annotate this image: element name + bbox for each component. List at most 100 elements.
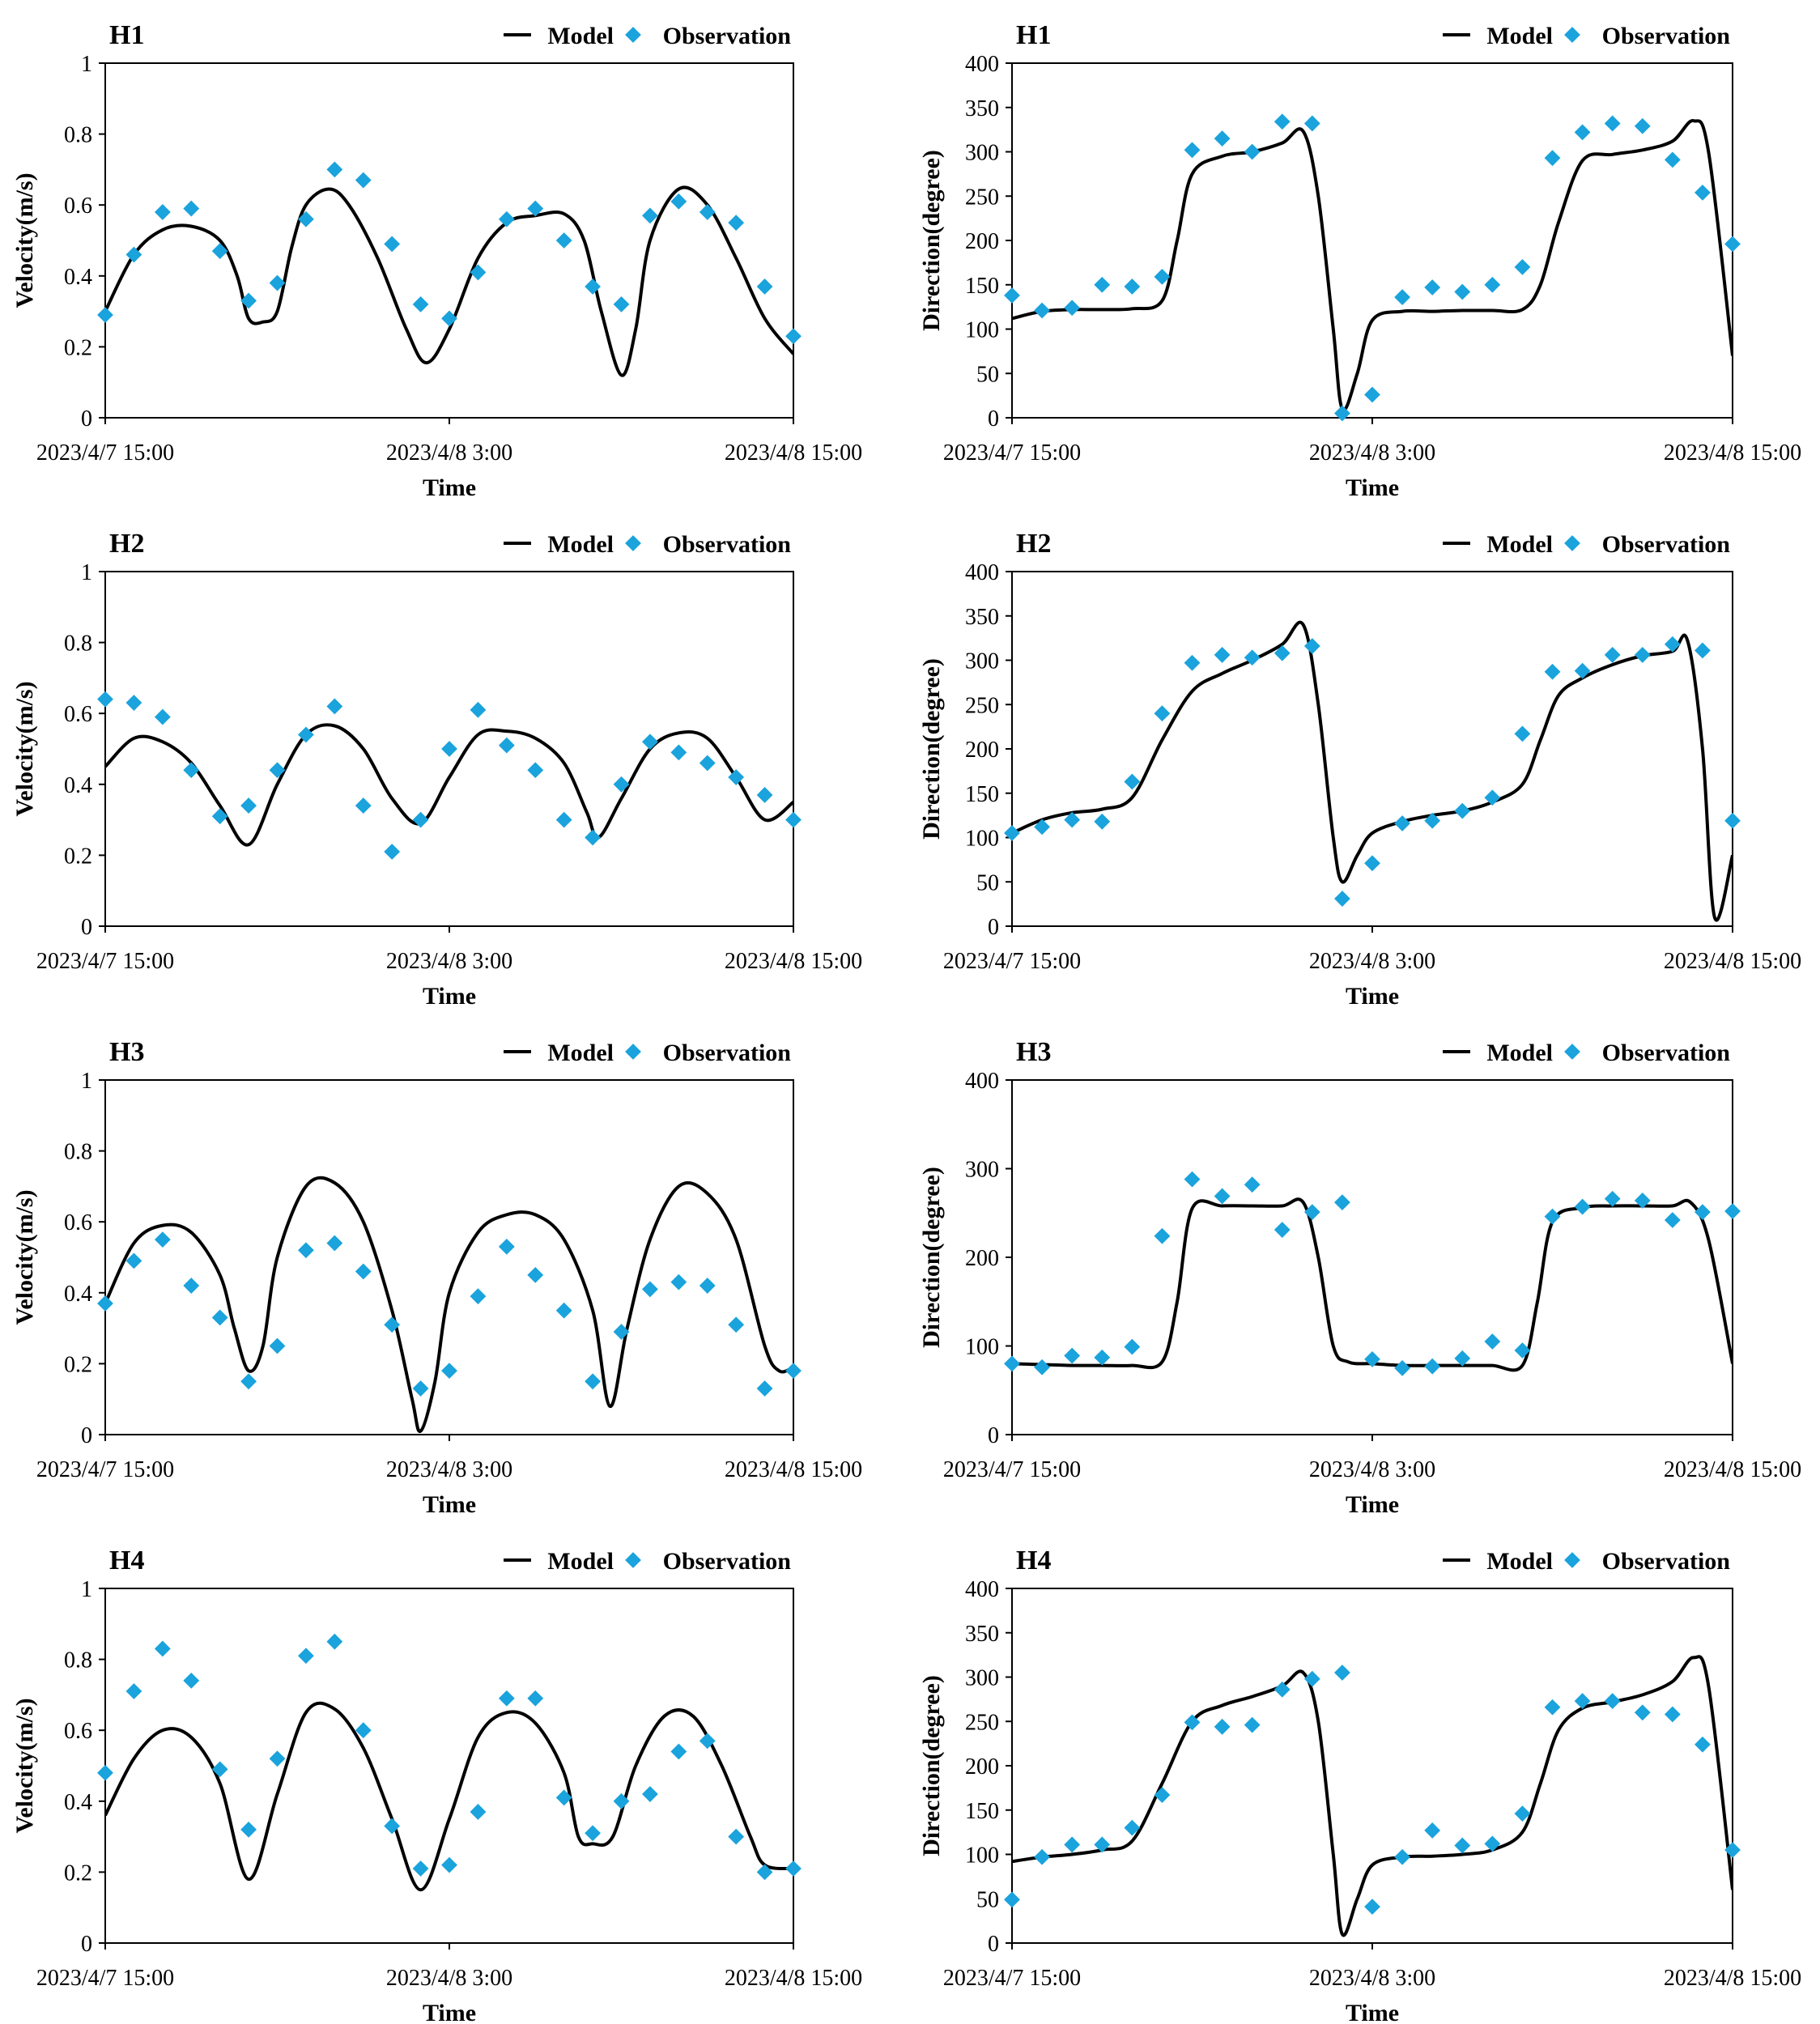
observation-point — [1154, 1227, 1171, 1244]
observation-point — [1514, 258, 1531, 275]
observation-point — [1064, 811, 1081, 828]
observation-point — [1274, 644, 1291, 661]
y-axis-label: Velocity(m/s) — [11, 1189, 38, 1325]
observation-point — [412, 1380, 429, 1397]
observation-point — [326, 698, 343, 715]
y-tick-label: 0 — [988, 406, 999, 432]
observation-point — [97, 1295, 113, 1312]
legend-model-label: Model — [547, 1040, 614, 1066]
observation-point — [1184, 142, 1201, 159]
observation-point — [527, 1267, 544, 1283]
observation-point — [1124, 279, 1141, 295]
observation-point — [699, 755, 716, 772]
observation-point — [1634, 647, 1651, 663]
observation-point — [1124, 1338, 1141, 1355]
y-tick-label: 0.4 — [64, 265, 92, 290]
x-tick-label: 2023/4/8 3:00 — [386, 440, 512, 466]
legend-model-label: Model — [1486, 531, 1553, 558]
x-tick-label: 2023/4/7 15:00 — [943, 1457, 1081, 1482]
observation-point — [355, 172, 372, 189]
observation-point — [1364, 1899, 1380, 1916]
observation-point — [412, 1860, 429, 1877]
y-tick-label: 100 — [965, 1843, 999, 1869]
observation-point — [1214, 1718, 1231, 1735]
observation-point — [326, 1235, 343, 1252]
y-tick-label: 0.2 — [64, 1860, 92, 1886]
y-tick-label: 0.8 — [64, 631, 92, 657]
observation-point — [1604, 1190, 1621, 1207]
y-tick-label: 200 — [965, 1246, 999, 1271]
y-axis-label: Velocity(m/s) — [11, 1698, 38, 1833]
observation-point — [728, 769, 745, 785]
chart-title: H1 — [1016, 20, 1051, 50]
y-tick-label: 300 — [965, 1666, 999, 1691]
y-tick-label: 0.2 — [64, 1352, 92, 1377]
y-axis-label: Direction(degree) — [918, 658, 945, 840]
x-tick-label: 2023/4/7 15:00 — [943, 1966, 1081, 1991]
observation-point — [384, 1818, 401, 1835]
observation-point — [613, 1324, 630, 1340]
observation-point — [384, 236, 401, 253]
observation-point — [211, 1309, 228, 1326]
observation-point — [1334, 1194, 1350, 1211]
observation-point — [498, 737, 515, 754]
observation-point — [1724, 1842, 1741, 1858]
observation-point — [1664, 151, 1681, 168]
x-axis-label: Time — [423, 2000, 476, 2024]
legend-observation-marker — [625, 1044, 641, 1060]
observation-point — [1064, 300, 1081, 317]
y-tick-label: 200 — [965, 738, 999, 763]
y-tick-label: 400 — [965, 52, 999, 77]
x-tick-label: 2023/4/8 15:00 — [725, 1966, 862, 1991]
y-tick-label: 350 — [965, 1622, 999, 1647]
y-axis-label: Velocity(m/s) — [11, 681, 38, 816]
observation-point — [1544, 1208, 1561, 1225]
observation-point — [1303, 115, 1320, 132]
legend: Observation Model — [504, 1548, 791, 1575]
observation-point — [1184, 1714, 1201, 1731]
observation-point — [298, 210, 314, 227]
y-tick-label: 0 — [81, 1423, 92, 1448]
y-tick-label: 0 — [988, 915, 999, 940]
observation-point — [1634, 117, 1651, 134]
legend-observation-marker — [1564, 535, 1580, 551]
x-tick-label: 2023/4/8 15:00 — [725, 949, 862, 974]
observation-point — [1154, 705, 1171, 722]
x-tick-label: 2023/4/8 3:00 — [386, 949, 512, 974]
observation-point — [785, 1363, 802, 1380]
plot-area-frame — [1011, 1079, 1733, 1435]
observation-point — [699, 204, 716, 220]
observation-point — [498, 1690, 515, 1707]
x-tick-label: 2023/4/7 15:00 — [943, 440, 1081, 466]
observation-point — [1664, 1706, 1681, 1723]
observation-point — [785, 328, 802, 345]
x-axis-label: Time — [1346, 1491, 1399, 1518]
observation-point — [1544, 1699, 1561, 1716]
plot-area-frame — [104, 1079, 794, 1435]
observation-point — [1394, 289, 1410, 305]
observation-point — [1695, 1736, 1711, 1753]
chart-vel-H1: 0 0.2 0.4 0.6 0.8 1 2023/4/7 15:00 2023/4/8 3:0… — [11, 20, 862, 501]
observation-point — [1034, 302, 1050, 319]
plot-area-frame — [104, 62, 794, 419]
observation-point — [555, 232, 572, 249]
y-tick-label: 250 — [965, 1710, 999, 1735]
observation-point — [1574, 662, 1591, 679]
observation-point — [1334, 1665, 1350, 1681]
y-tick-label: 0.6 — [64, 193, 92, 219]
observation-point — [1034, 819, 1050, 836]
observation-point — [1094, 1836, 1111, 1853]
legend: Observation Model — [1443, 23, 1730, 49]
observation-point — [355, 1263, 372, 1280]
observation-point — [326, 161, 343, 178]
y-tick-label: 250 — [965, 693, 999, 718]
observation-point — [1574, 1693, 1591, 1709]
observation-point — [1303, 1670, 1320, 1687]
y-tick-label: 0.6 — [64, 1719, 92, 1744]
observation-point — [1274, 1222, 1291, 1238]
y-tick-label: 0 — [988, 1932, 999, 1957]
observation-point — [1004, 1355, 1020, 1372]
chart-vel-H4: 0 0.2 0.4 0.6 0.8 1 2023/4/7 15:00 2023/4/8 3:0… — [11, 1546, 862, 2024]
chart-title: H3 — [109, 1037, 144, 1067]
